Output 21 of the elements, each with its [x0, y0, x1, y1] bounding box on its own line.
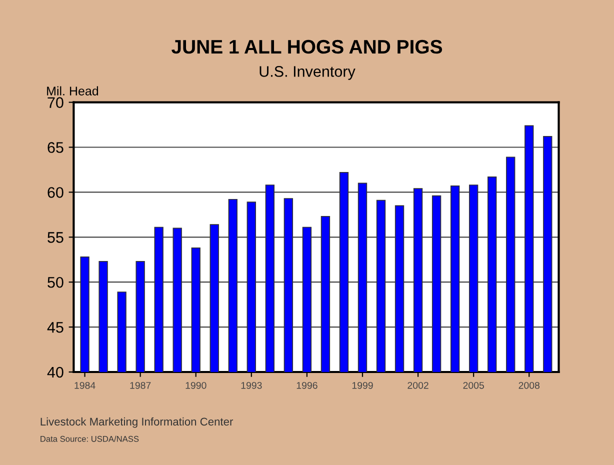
- y-tick-label: 45: [47, 322, 64, 333]
- x-tick-label: 1990: [186, 382, 206, 389]
- source-note: Data Source: USDA/NASS: [40, 436, 139, 442]
- chart-title: JUNE 1 ALL HOGS AND PIGS: [172, 40, 442, 54]
- text: Livestock Marketing Information Center: [40, 417, 234, 428]
- x-tick-label: 2002: [408, 382, 428, 389]
- y-tick-label: 70: [48, 97, 64, 108]
- y-tick-label: 65: [48, 142, 64, 153]
- y-tick-label: 60: [48, 187, 64, 198]
- x-tick-label: 1999: [352, 382, 373, 389]
- y-tick-label: 40: [47, 366, 64, 378]
- y-tick-label: 55: [48, 232, 64, 243]
- x-tick-label: 1984: [74, 382, 96, 389]
- x-tick-label: 2005: [463, 382, 484, 389]
- x-tick-label: 1987: [130, 382, 151, 389]
- chart-subtitle: U.S. Inventory: [260, 66, 356, 80]
- y-tick-label: 50: [48, 276, 64, 288]
- x-tick-label: 1996: [296, 382, 318, 389]
- x-tick-label: 1993: [241, 382, 262, 389]
- y-axis-title: Mil. Head: [47, 86, 98, 96]
- x-tick-label: 2008: [518, 382, 540, 389]
